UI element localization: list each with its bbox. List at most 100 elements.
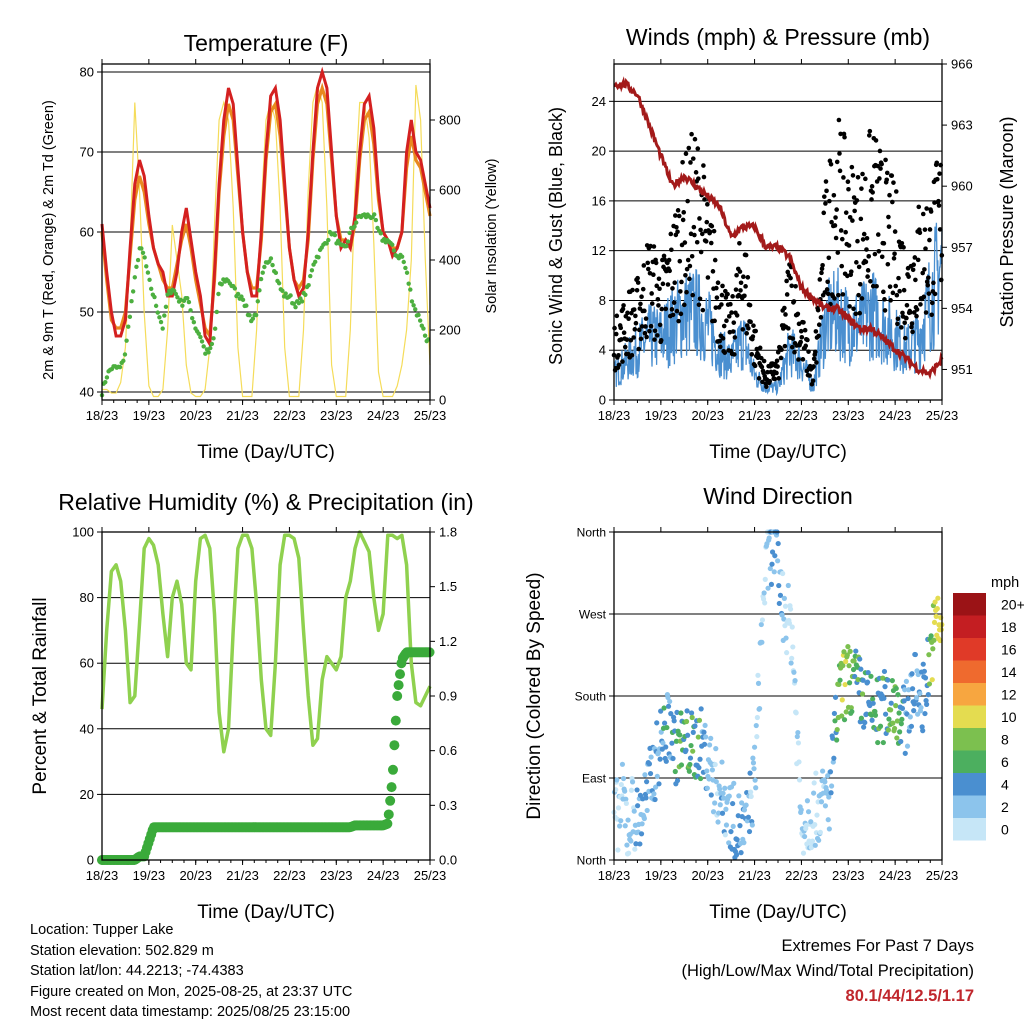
- direction-point: [794, 733, 800, 740]
- direction-point: [678, 762, 685, 768]
- humidity-title: Relative Humidity (%) & Precipitation (i…: [58, 489, 473, 515]
- direction-point: [899, 716, 905, 722]
- gust-point: [789, 283, 794, 289]
- direction-point: [734, 837, 740, 843]
- gust-point: [717, 344, 723, 350]
- gust-point: [621, 303, 626, 308]
- direction-point: [615, 805, 622, 811]
- gust-point: [696, 302, 702, 308]
- gust-point: [753, 328, 758, 334]
- direction-point: [886, 716, 892, 722]
- td-point: [344, 243, 349, 249]
- gust-point: [833, 235, 839, 241]
- direction-point: [784, 650, 790, 656]
- gust-point: [867, 128, 873, 134]
- x-tick-label: 24/23: [367, 868, 400, 883]
- direction-point: [697, 775, 704, 782]
- gust-point: [719, 302, 724, 307]
- gust-point: [734, 272, 739, 278]
- gust-point: [750, 334, 756, 339]
- direction-point: [802, 833, 808, 840]
- y-tick-label: 12: [592, 243, 606, 258]
- direction-point: [754, 734, 760, 740]
- legend-label: 10: [1001, 709, 1017, 725]
- direction-point: [648, 754, 654, 760]
- direction-point: [719, 759, 725, 765]
- legend-label: 4: [1001, 776, 1009, 792]
- td-point: [124, 338, 129, 343]
- direction-point: [688, 710, 695, 716]
- direction-point: [913, 695, 920, 701]
- y2-tick-label: 1.5: [439, 579, 457, 594]
- gust-point: [699, 231, 705, 237]
- td-point: [276, 281, 282, 286]
- gust-point: [629, 352, 635, 358]
- gust-point: [775, 364, 780, 369]
- gust-point: [684, 289, 689, 295]
- direction-point: [618, 781, 624, 788]
- direction-point: [669, 740, 675, 746]
- gust-point: [877, 176, 882, 181]
- gust-point: [746, 326, 751, 331]
- y-tick-label: 0: [599, 393, 606, 408]
- gust-point: [879, 161, 884, 167]
- gust-point: [648, 323, 654, 329]
- gust-point: [631, 307, 637, 312]
- direction-point: [661, 705, 667, 711]
- td-point: [268, 256, 274, 261]
- td-point: [299, 299, 305, 304]
- direction-point: [918, 704, 924, 711]
- series-rh: [100, 530, 432, 754]
- legend-swatch: [953, 795, 986, 818]
- direction-point: [737, 823, 743, 829]
- gust-point: [847, 214, 853, 220]
- gust-point: [671, 300, 677, 305]
- x-tick-label: 18/23: [598, 408, 631, 423]
- direction-point: [843, 658, 849, 665]
- td-point: [186, 299, 192, 305]
- precip-point: [393, 680, 404, 691]
- td-point: [258, 276, 264, 282]
- x-tick-label: 24/23: [879, 868, 912, 883]
- gust-point: [938, 277, 944, 283]
- gust-point: [687, 263, 693, 269]
- gust-point: [798, 328, 804, 334]
- y2-tick-label: 0: [439, 393, 446, 408]
- gust-point: [902, 320, 908, 326]
- gust-point: [891, 180, 896, 185]
- winds-plot-area: 0 4 8 12 16 20 24 951 954 957 960 963 966 18/23 19/23 2…: [592, 57, 973, 424]
- y-tick-label: 20: [592, 144, 606, 159]
- direction-point: [753, 785, 759, 791]
- gust-point: [704, 219, 710, 225]
- winds-y2-axis-label: Station Pressure (Maroon): [997, 116, 1017, 327]
- td-point: [308, 273, 313, 279]
- direction-point: [670, 755, 676, 762]
- direction-point: [924, 701, 930, 707]
- td-point: [378, 231, 383, 236]
- direction-point: [894, 735, 900, 741]
- gust-point: [681, 302, 687, 308]
- gust-point: [883, 157, 888, 163]
- station-latlon: Station lat/lon: 44.2213; -74.4383: [30, 963, 244, 979]
- direction-point: [644, 807, 650, 814]
- direction-point: [787, 606, 794, 612]
- gust-point: [724, 318, 729, 323]
- gust-point: [929, 300, 935, 306]
- gust-point: [633, 320, 639, 326]
- direction-point: [762, 600, 768, 606]
- td-point: [127, 314, 133, 320]
- direction-point: [902, 687, 908, 693]
- direction-point: [715, 819, 721, 825]
- direction-point: [755, 680, 762, 686]
- gust-point: [779, 347, 784, 353]
- gust-point: [634, 287, 640, 293]
- td-point: [232, 286, 238, 291]
- gust-point: [710, 269, 716, 274]
- direction-point: [632, 846, 638, 852]
- direction-point: [908, 723, 915, 729]
- direction-point: [695, 734, 701, 740]
- direction-point: [708, 735, 714, 741]
- td-point: [199, 339, 205, 344]
- gust-point: [816, 322, 822, 327]
- gust-point: [934, 160, 940, 166]
